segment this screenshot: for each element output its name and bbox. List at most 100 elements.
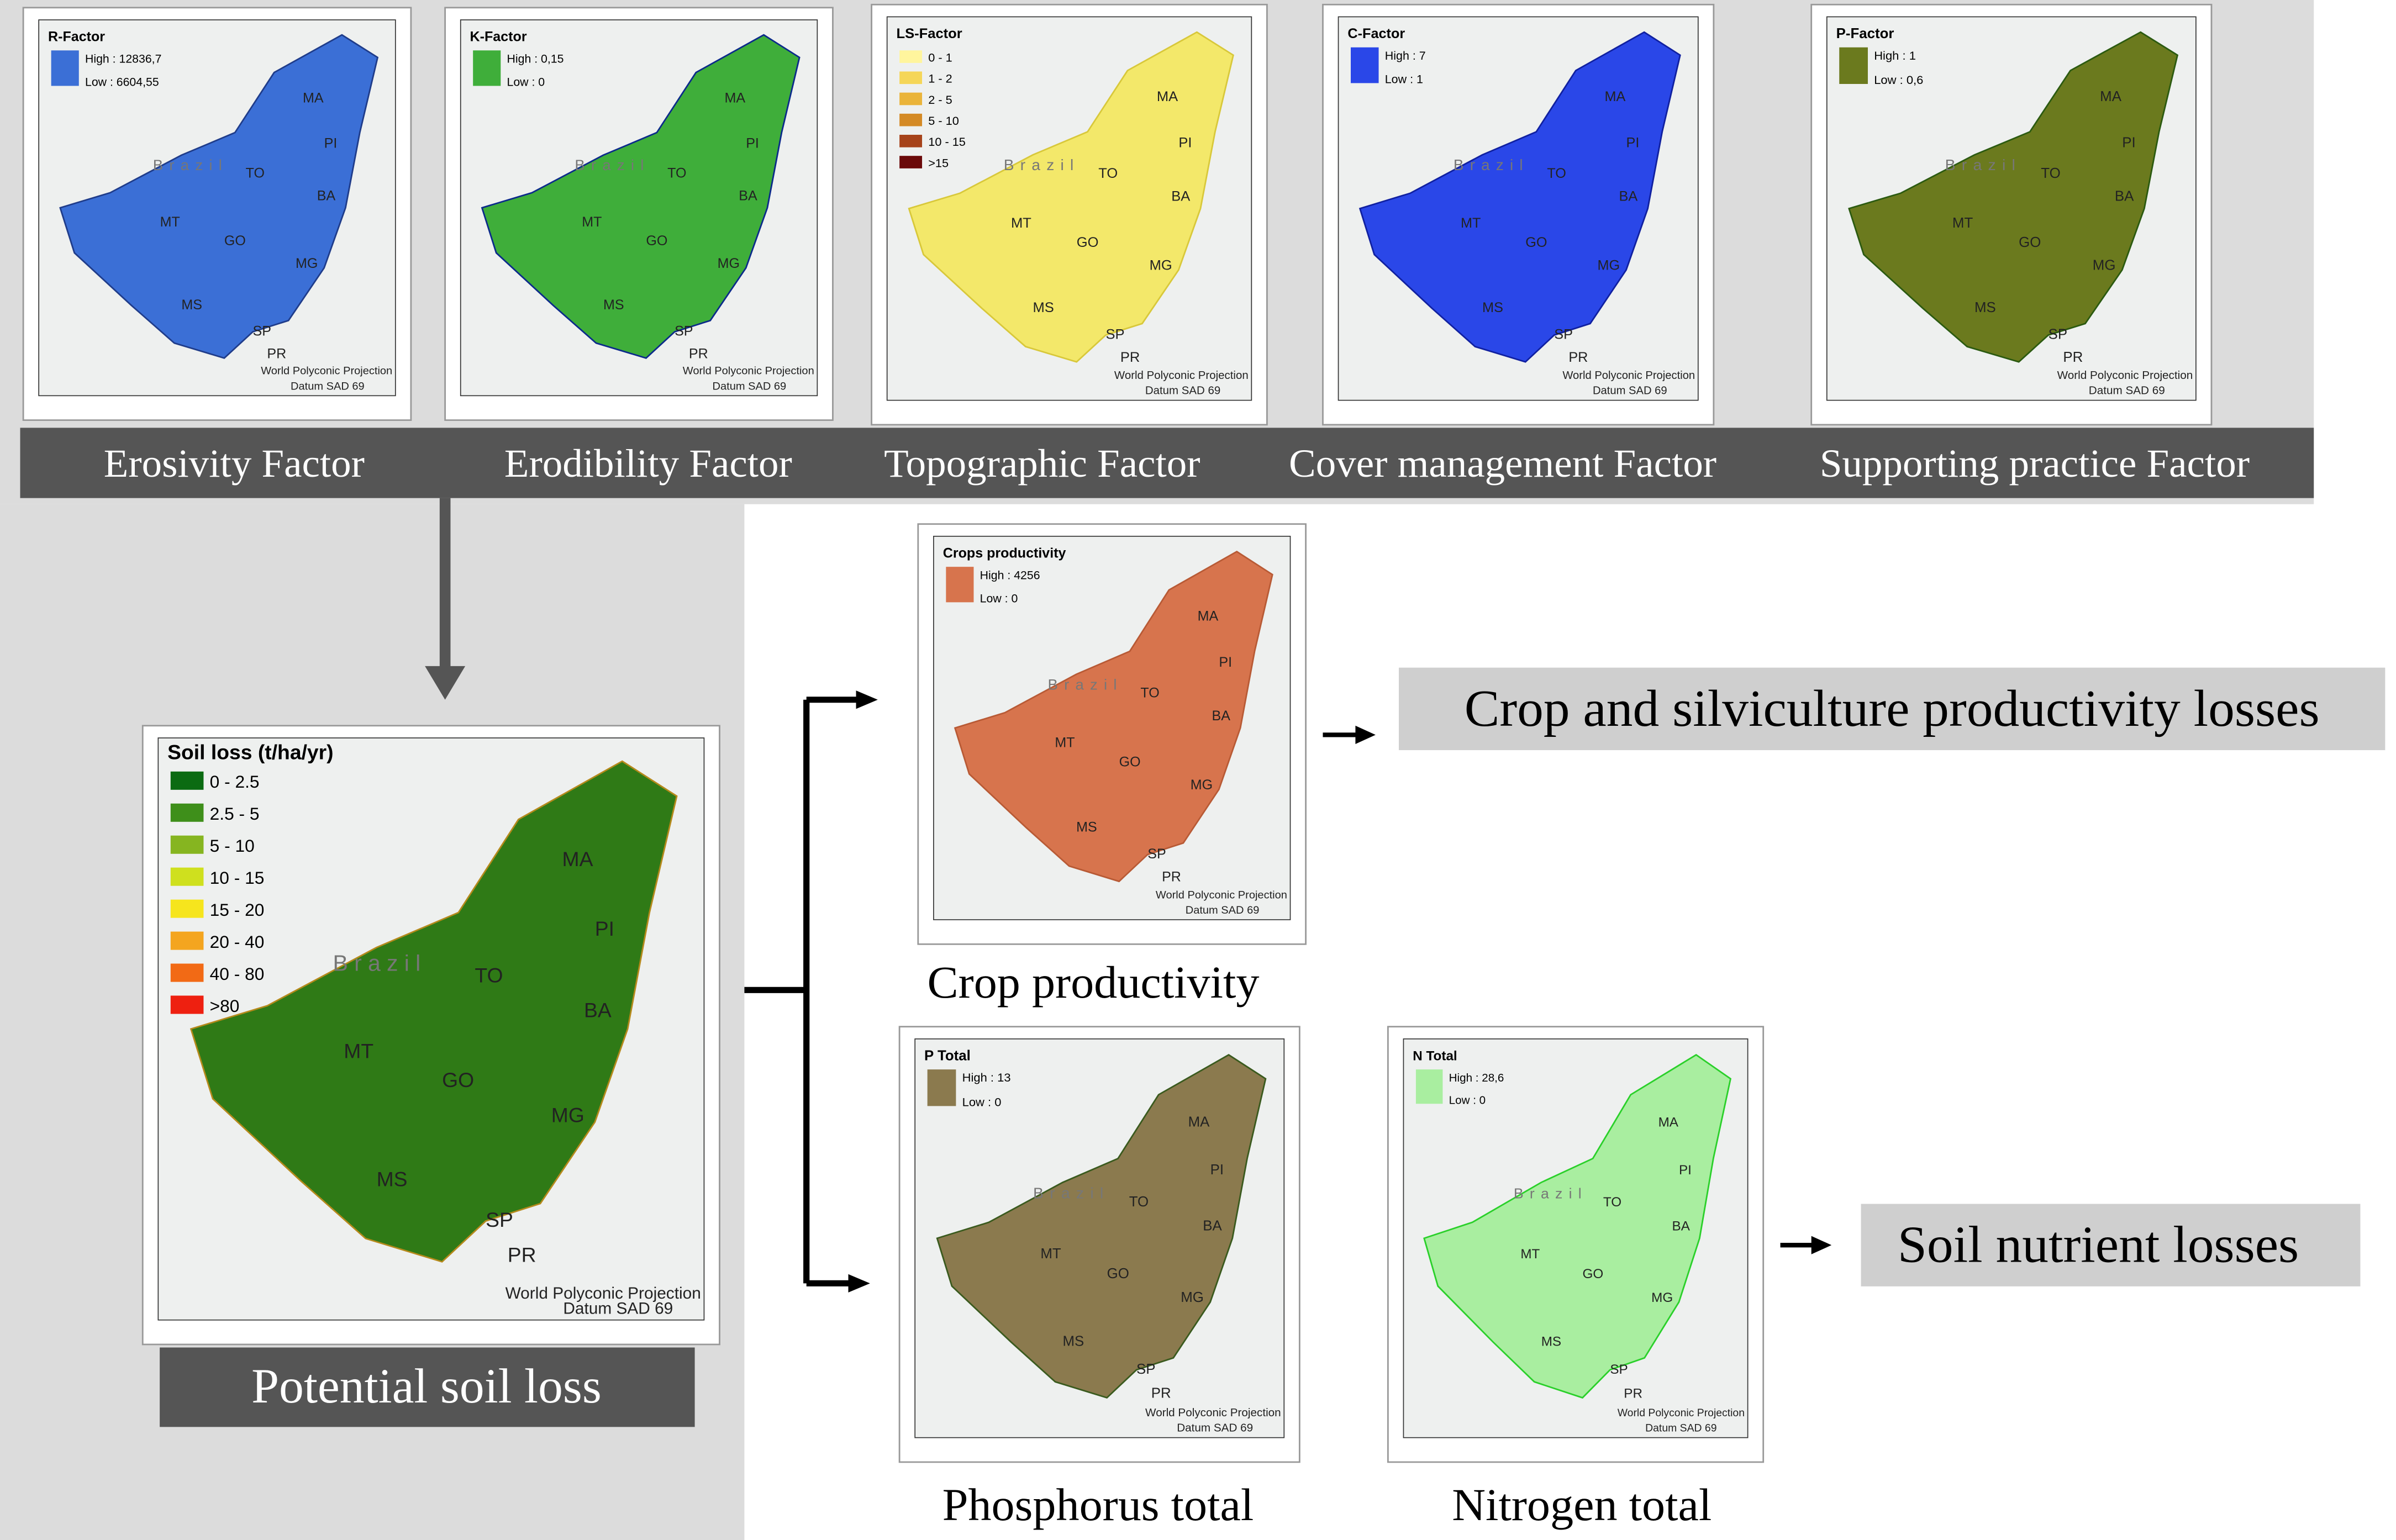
study-area [59,34,379,359]
state-label: GO [1582,1267,1603,1281]
arrowhead [848,1274,870,1293]
map: Brazil MA PI TO BA MT GO MG MS SP PR World Polyconi… [22,7,412,421]
soil-loss-label: Potential soil loss [251,1360,602,1414]
state-label: BA [317,188,336,204]
state-label: MS [1076,820,1097,835]
factor-label: Cover management Factor [1289,441,1716,485]
datum: Datum SAD 69 [1177,1422,1253,1434]
state-label: PI [324,135,338,151]
arrowhead [1355,725,1376,744]
state-label: TO [1547,166,1566,181]
projection: World Polyconic Projection [683,365,814,377]
state-label: TO [475,964,503,987]
state-label: MT [1461,215,1481,231]
projection: World Polyconic Projection [1156,889,1287,901]
legend-high: High : 1 [1874,49,1916,62]
country-label: Brazil [153,156,228,173]
legend-class: 5 - 10 [928,114,959,128]
state-label: SP [253,324,271,339]
factor-bar [20,428,2314,498]
state-label: TO [246,166,265,181]
legend-ramp [1415,1069,1443,1104]
legend-class: 10 - 15 [928,135,966,149]
state-label: MA [303,91,324,106]
factor-label: Topographic Factor [884,441,1200,485]
study-area [189,760,678,1263]
legend-title: R-Factor [48,29,105,45]
datum: Datum SAD 69 [563,1300,673,1318]
state-label: PI [1178,135,1192,151]
state-label: MS [1482,300,1503,315]
state-label: TO [1603,1195,1621,1210]
state-label: MS [1062,1334,1084,1349]
state-label: SP [1147,846,1166,862]
state-label: MT [1055,735,1075,751]
legend-title: P Total [924,1048,971,1064]
legend-class: 40 - 80 [210,964,265,984]
state-label: MG [2093,258,2116,273]
study-area [908,31,1234,363]
map: Brazil MA PI TO BA MT GO MG MS SP PR World Polyconi… [1322,3,1715,426]
legend-ramp [946,567,974,603]
projection: World Polyconic Projection [1114,370,1249,382]
legend-ramp [1839,47,1868,85]
projection: World Polyconic Projection [1562,370,1695,382]
legend-title: N Total [1413,1049,1457,1064]
legend-swatch [170,899,204,918]
legend-swatch [899,113,923,126]
state-label: TO [2041,166,2060,181]
legend-swatch [899,71,923,85]
state-label: PR [1568,350,1588,365]
loss-box [1399,667,2386,751]
legend-low: Low : 1 [1385,73,1423,86]
legend-swatch [899,92,923,106]
state-label: PI [1210,1162,1224,1178]
legend-swatch [899,50,923,63]
legend-swatch [170,995,204,1014]
state-label: TO [1140,685,1159,701]
projection: World Polyconic Projection [1618,1407,1745,1419]
state-label: MT [344,1040,373,1063]
map: Brazil MA PI TO BA MT GO MG MS SP PR World Polyconi… [871,3,1268,426]
state-label: PR [1162,869,1181,885]
state-label: PR [1120,350,1140,365]
output-label: Crop productivity [928,958,1260,1008]
legend-swatch [170,867,204,886]
loss-box [1861,1204,2361,1286]
map: Brazil MA PI TO BA MT GO MG MS SP PR World Polyconi… [1387,1026,1765,1463]
legend-swatch [899,156,923,168]
state-label: MT [1011,215,1031,231]
factor-label: Erodibility Factor [504,441,792,485]
projection: World Polyconic Projection [261,365,392,377]
legend-class: 20 - 40 [210,932,265,952]
state-label: MS [603,297,624,313]
legend-high: High : 13 [962,1070,1011,1084]
state-label: MA [2100,89,2122,104]
state-label: MG [1597,258,1620,273]
state-label: MS [1974,300,1996,315]
legend-low: Low : 0,6 [1874,73,1923,87]
state-label: MA [1604,89,1625,104]
study-area [954,550,1273,883]
state-label: BA [1171,189,1190,204]
map: Brazil MA PI TO BA MT GO MG MS SP PR World Polyconi… [1810,3,2213,426]
legend-swatch [170,771,204,790]
state-label: MG [718,256,740,271]
label-box [160,1347,695,1427]
output-label: Phosphorus total [942,1480,1254,1531]
projection: World Polyconic Projection [1145,1406,1281,1419]
state-label: MT [160,214,180,230]
state-label: PR [508,1243,536,1267]
state-label: MT [1520,1247,1540,1262]
state-label: MA [1658,1115,1679,1130]
legend-swatch [170,963,204,982]
country-label: Brazil [575,156,650,173]
legend-low: Low : 6604,55 [85,76,159,89]
legend-high: High : 4256 [980,569,1040,582]
state-label: TO [1098,166,1118,181]
legend-ramp [927,1069,956,1106]
state-label: PI [746,135,759,151]
country-label: Brazil [1033,1184,1109,1202]
map: Brazil MA PI TO BA MT GO MG MS SP PR World Polyconi… [141,725,720,1346]
